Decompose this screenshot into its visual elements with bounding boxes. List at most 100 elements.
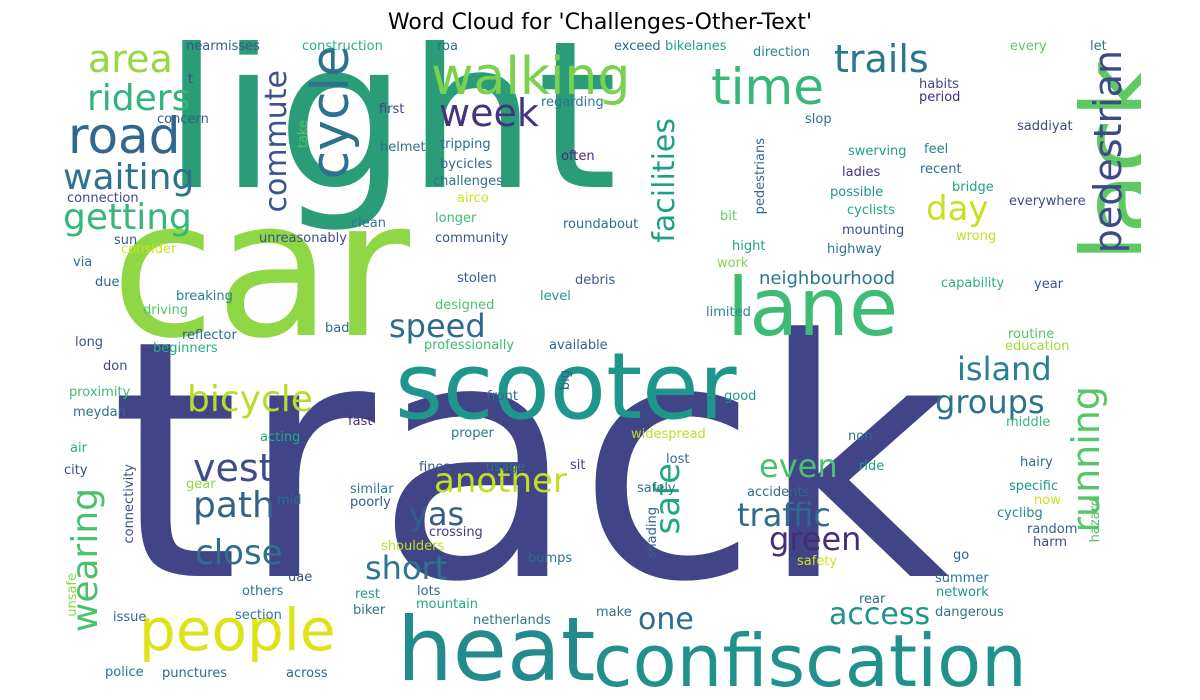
word-connection: connection (67, 191, 139, 206)
word-similar: similar (350, 482, 394, 497)
word-network: network (936, 585, 989, 600)
word-biker: biker (353, 603, 386, 618)
word-possible: possible (830, 185, 884, 200)
word-challenges: challenges (433, 174, 503, 189)
word-driving: driving (143, 303, 189, 318)
word-facilities: facilities (647, 118, 682, 243)
word-helmet: helmet (380, 140, 426, 155)
word-airco: airco (457, 191, 489, 206)
word-cycle: cycle (301, 45, 361, 180)
word-uae: uae (288, 570, 313, 585)
word-widespread: widespread (631, 427, 706, 442)
word-bad: bad (325, 321, 350, 336)
word-shoulders: shoulders (381, 539, 445, 554)
word-period: period (919, 90, 961, 105)
word-car: car (111, 159, 411, 380)
word-limited: limited (706, 305, 751, 320)
word-unsafe: unsafe (65, 573, 80, 617)
word-dangerous: dangerous (935, 605, 1004, 620)
word-bridge: bridge (952, 180, 994, 195)
word-acting: acting (260, 430, 301, 445)
word-section: section (235, 608, 282, 623)
word-good: good (724, 389, 757, 404)
word-construction: construction (302, 40, 383, 54)
word-waiting: waiting (63, 157, 195, 198)
word-crossing: crossing (429, 525, 483, 540)
word-regarding: regarding (541, 95, 604, 110)
word-tripping: tripping (440, 137, 491, 152)
word-scooter: scooter (395, 333, 737, 440)
word-proximity: proximity (69, 385, 131, 400)
word-punctures: punctures (162, 666, 228, 681)
word-speed: speed (389, 307, 486, 345)
word-education: education (1005, 339, 1070, 354)
word-cyclists: cyclists (847, 203, 895, 218)
word-sun: sun (114, 233, 138, 248)
word-accidents: accidents (747, 485, 810, 500)
word-don: don (103, 359, 128, 374)
word-vest: vest (193, 446, 274, 490)
word-roa: roa (437, 40, 458, 54)
word-usage: usage (486, 460, 526, 475)
word-front: front (487, 389, 518, 404)
word-bit: bit (720, 209, 737, 224)
word-pedestrians: pedestrians (753, 138, 768, 215)
word-mid: mid (277, 493, 302, 508)
word-cyclibg: cyclibg (997, 506, 1043, 521)
word-now: now (1034, 493, 1061, 508)
word-specific: specific (1009, 479, 1059, 494)
word-pedestrian: pedestrian (1086, 50, 1130, 254)
word-unreasonably: unreasonably (259, 231, 347, 246)
word-longer: longer (435, 211, 477, 226)
word-slop: slop (805, 112, 832, 127)
word-take: take (296, 120, 311, 149)
word-beginners: beginners (153, 341, 218, 356)
word-island: island (957, 350, 1052, 388)
word-capability: capability (941, 276, 1005, 291)
word-routine: routine (1008, 327, 1055, 342)
word-feel: feel (924, 142, 949, 157)
word-bicycle: bicycle (187, 379, 313, 420)
word-safely: safely (637, 481, 676, 496)
word-mounting: mounting (842, 223, 905, 238)
word-police: police (105, 665, 144, 680)
word-meydan: meydan (73, 405, 126, 420)
word-bikelanes: bikelanes (665, 40, 727, 54)
word-across: across (286, 666, 328, 681)
word-fines: fines (419, 460, 451, 475)
word-even: even (759, 447, 838, 485)
word-due: due (95, 275, 120, 290)
word-hazard: hazard (1088, 498, 1103, 543)
word-direction: direction (753, 45, 810, 60)
word-rear: rear (859, 592, 886, 607)
word-designed: designed (435, 298, 495, 313)
word-hairy: hairy (1020, 455, 1053, 470)
word-sit: sit (570, 458, 586, 473)
word-neighbourhood: neighbourhood (759, 268, 896, 289)
word-bumps: bumps (528, 551, 573, 566)
word-confiscation: confiscation (593, 619, 1027, 692)
word-often: often (561, 149, 595, 164)
word-path: path (193, 485, 275, 526)
word-mountain: mountain (416, 597, 479, 612)
word-rest: rest (355, 587, 380, 602)
word-roundabout: roundabout (563, 217, 639, 232)
word-fast: fast (348, 414, 373, 429)
word-reflector: reflector (182, 328, 237, 343)
word-access: access (829, 597, 931, 632)
word-ladies: ladies (842, 165, 881, 180)
word-others: others (242, 584, 284, 599)
word-random: random (1027, 522, 1078, 537)
word-green: green (769, 520, 862, 558)
word-lots: lots (417, 584, 441, 599)
word-breaking: breaking (176, 289, 233, 304)
word-issue: issue (113, 610, 147, 625)
word-debris: debris (575, 273, 616, 288)
word-everywhere: everywhere (1009, 194, 1086, 209)
word-road: road (68, 107, 181, 165)
word-middle: middle (1006, 415, 1051, 430)
word-time: time (711, 58, 824, 116)
word-big: big (558, 370, 573, 391)
word-riders: riders (87, 78, 191, 119)
word-people: people (139, 596, 336, 664)
